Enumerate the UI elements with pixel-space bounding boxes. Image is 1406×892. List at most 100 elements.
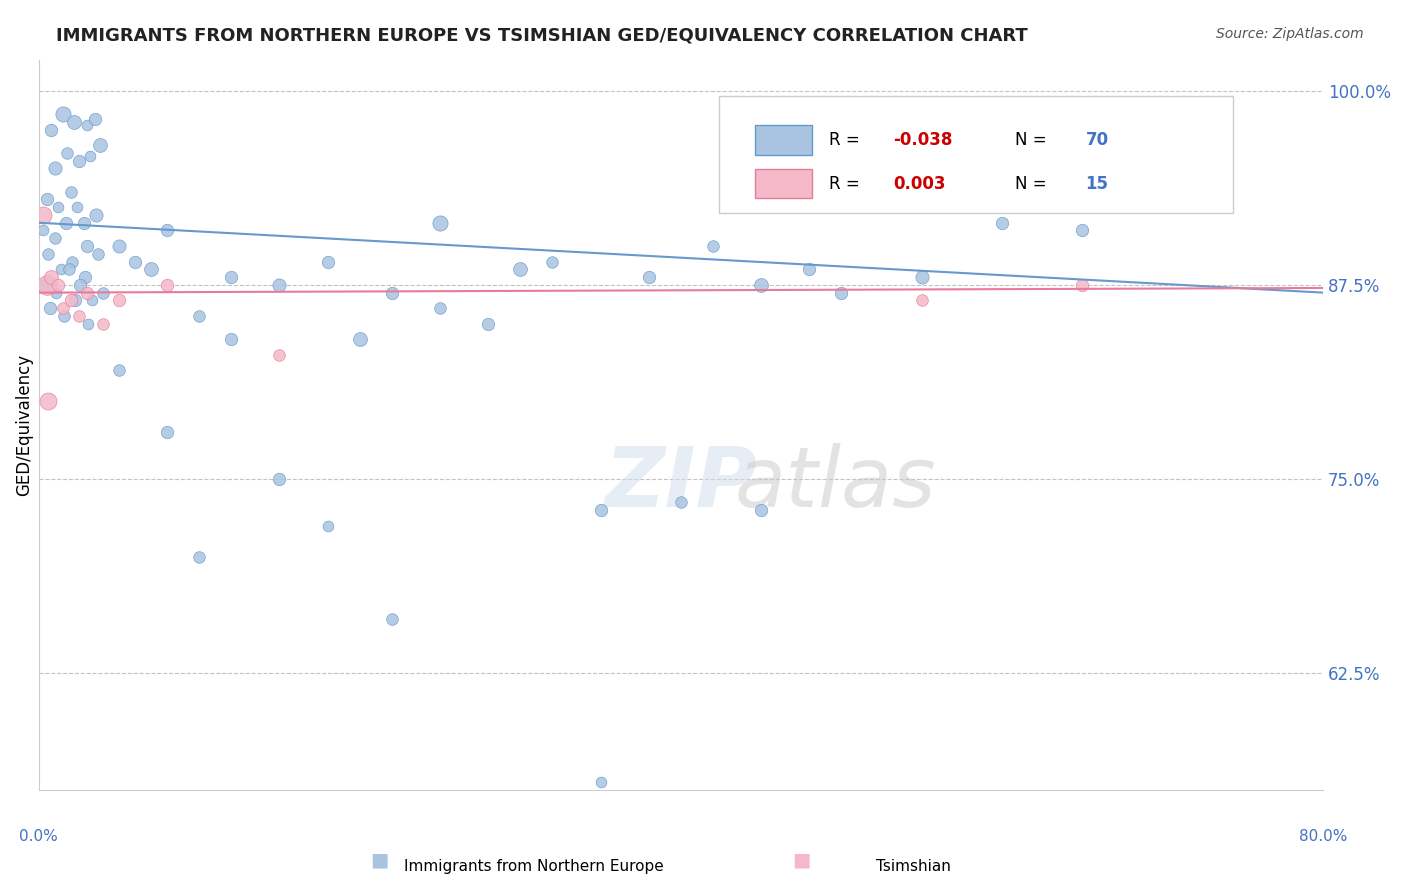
Text: R =: R = [828, 131, 865, 149]
Point [41, 270, 63, 285]
Point [79, 149, 101, 163]
Point [219, 332, 242, 346]
Point [124, 254, 146, 268]
Point [669, 495, 692, 509]
Point [749, 503, 772, 517]
FancyBboxPatch shape [755, 125, 811, 154]
Point [269, 472, 291, 486]
Point [749, 277, 772, 292]
Point [65, 293, 87, 308]
Point [53, 309, 76, 323]
Point [52, 107, 75, 121]
Point [58, 262, 80, 277]
Point [80, 293, 103, 308]
Point [35, 193, 58, 207]
Point [67, 309, 90, 323]
Text: 15: 15 [1085, 175, 1108, 193]
Point [316, 254, 339, 268]
Point [83, 112, 105, 126]
Point [46, 277, 69, 292]
Text: N =: N = [1015, 175, 1052, 193]
Point [541, 254, 564, 268]
Point [991, 216, 1014, 230]
Point [63, 114, 86, 128]
Point [156, 223, 179, 237]
Point [32, 208, 55, 222]
Point [41, 122, 63, 136]
FancyBboxPatch shape [720, 96, 1233, 213]
Point [108, 363, 131, 377]
Point [108, 293, 131, 308]
Point [188, 549, 211, 564]
Point [59, 293, 82, 308]
Text: Tsimshian: Tsimshian [876, 859, 952, 874]
Point [269, 348, 291, 362]
Point [38, 301, 60, 315]
Point [381, 612, 404, 626]
Point [91, 317, 114, 331]
Point [589, 775, 612, 789]
Point [59, 185, 82, 199]
Text: atlas: atlas [734, 442, 936, 524]
Point [44, 231, 66, 245]
Point [349, 332, 371, 346]
Point [76, 285, 98, 300]
Point [156, 425, 179, 440]
Point [69, 277, 91, 292]
Text: -0.038: -0.038 [893, 131, 952, 149]
Point [44, 161, 66, 176]
Point [1071, 277, 1094, 292]
Point [911, 293, 934, 308]
Point [86, 208, 108, 222]
Text: R =: R = [828, 175, 865, 193]
Point [108, 239, 131, 253]
Point [89, 138, 111, 153]
Point [219, 270, 242, 285]
Point [60, 254, 83, 268]
Point [76, 118, 98, 132]
Point [55, 216, 77, 230]
Text: 0.003: 0.003 [893, 175, 945, 193]
Point [45, 285, 67, 300]
Point [34, 277, 56, 292]
Point [1152, 138, 1174, 153]
Text: ■: ■ [792, 851, 811, 870]
Text: Immigrants from Northern Europe: Immigrants from Northern Europe [405, 859, 664, 874]
Point [830, 285, 852, 300]
Point [702, 239, 724, 253]
Point [87, 247, 110, 261]
Text: IMMIGRANTS FROM NORTHERN EUROPE VS TSIMSHIAN GED/EQUIVALENCY CORRELATION CHART: IMMIGRANTS FROM NORTHERN EUROPE VS TSIMS… [56, 27, 1028, 45]
Point [66, 200, 89, 214]
Point [1071, 223, 1094, 237]
Text: 80.0%: 80.0% [1299, 829, 1347, 844]
Point [32, 223, 55, 237]
Point [429, 216, 451, 230]
Point [188, 309, 211, 323]
Point [67, 153, 90, 168]
FancyBboxPatch shape [755, 169, 811, 198]
Point [477, 317, 499, 331]
Text: ■: ■ [370, 851, 389, 870]
Point [46, 200, 69, 214]
Point [91, 285, 114, 300]
Point [37, 247, 59, 261]
Point [77, 317, 100, 331]
Point [269, 277, 291, 292]
Point [37, 394, 59, 409]
Point [52, 301, 75, 315]
Text: ZIP: ZIP [605, 442, 758, 524]
Text: 0.0%: 0.0% [20, 829, 58, 844]
Point [316, 518, 339, 533]
Text: Source: ZipAtlas.com: Source: ZipAtlas.com [1216, 27, 1364, 41]
Point [799, 262, 821, 277]
Point [381, 285, 404, 300]
Y-axis label: GED/Equivalency: GED/Equivalency [15, 353, 32, 496]
Text: 70: 70 [1085, 131, 1108, 149]
Point [156, 277, 179, 292]
Point [589, 503, 612, 517]
Point [76, 239, 98, 253]
Point [429, 301, 451, 315]
Point [35, 277, 58, 292]
Point [72, 216, 94, 230]
Point [49, 262, 72, 277]
